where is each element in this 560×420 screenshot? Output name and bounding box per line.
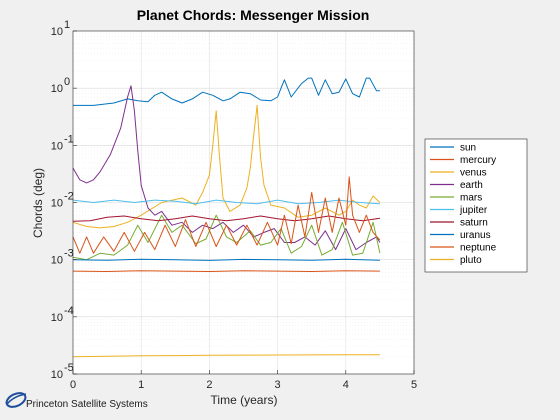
y-tick-label: 10 [51,312,63,324]
legend-label-neptune: neptune [460,243,497,254]
series-line-earth [72,85,381,251]
legend-label-uranus: uranus [460,230,491,241]
legend-label-jupiter: jupiter [459,205,488,216]
x-tick-label: 3 [275,379,281,391]
y-tick-label: 10 [51,198,63,210]
series-line-neptune [72,176,381,254]
series-layer [72,77,381,358]
legend-label-mercury: mercury [460,155,496,166]
company-logo-icon [5,392,27,408]
x-tick-label: 1 [138,379,144,391]
series-line-jupiter [72,199,380,205]
y-tick-label: 10 [51,140,63,152]
y-tick-exponent: 1 [64,19,70,31]
legend-label-venus: venus [460,168,487,179]
x-axis-label: Time (years) [211,393,278,407]
x-tick-label: 0 [70,379,76,391]
series-line-mars [72,214,381,261]
x-tick-label: 5 [411,379,417,391]
chart-title: Planet Chords: Messenger Mission [137,7,370,23]
y-tick-exponent: -2 [64,191,74,203]
y-tick-label: 10 [51,83,63,95]
x-tick-label: 2 [206,379,212,391]
y-tick-exponent: -4 [64,305,74,317]
legend-label-sun: sun [460,143,476,154]
series-line-mercury [72,270,380,272]
legend-box [424,138,528,273]
y-tick-label: 10 [51,255,63,267]
company-name: Princeton Satellite Systems [26,399,148,410]
y-tick-exponent: 0 [64,76,70,88]
legend-label-saturn: saturn [460,218,488,229]
legend-label-mars: mars [460,193,482,204]
y-tick-exponent: -5 [64,362,74,374]
legend-label-pluto: pluto [460,255,482,266]
y-tick-exponent: -3 [64,248,74,260]
series-line-sun [73,77,380,106]
y-axis-label: Chords (deg) [31,168,45,238]
y-tick-label: 10 [51,369,63,381]
series-line-pluto [72,354,380,358]
series-line-uranus [72,258,380,261]
company-brand: Princeton Satellite Systems [4,388,164,416]
y-tick-label: 10 [51,26,63,38]
x-tick-label: 4 [343,379,349,391]
series-line-venus [72,104,381,229]
legend-label-earth: earth [460,180,483,191]
y-tick-exponent: -1 [64,133,74,145]
